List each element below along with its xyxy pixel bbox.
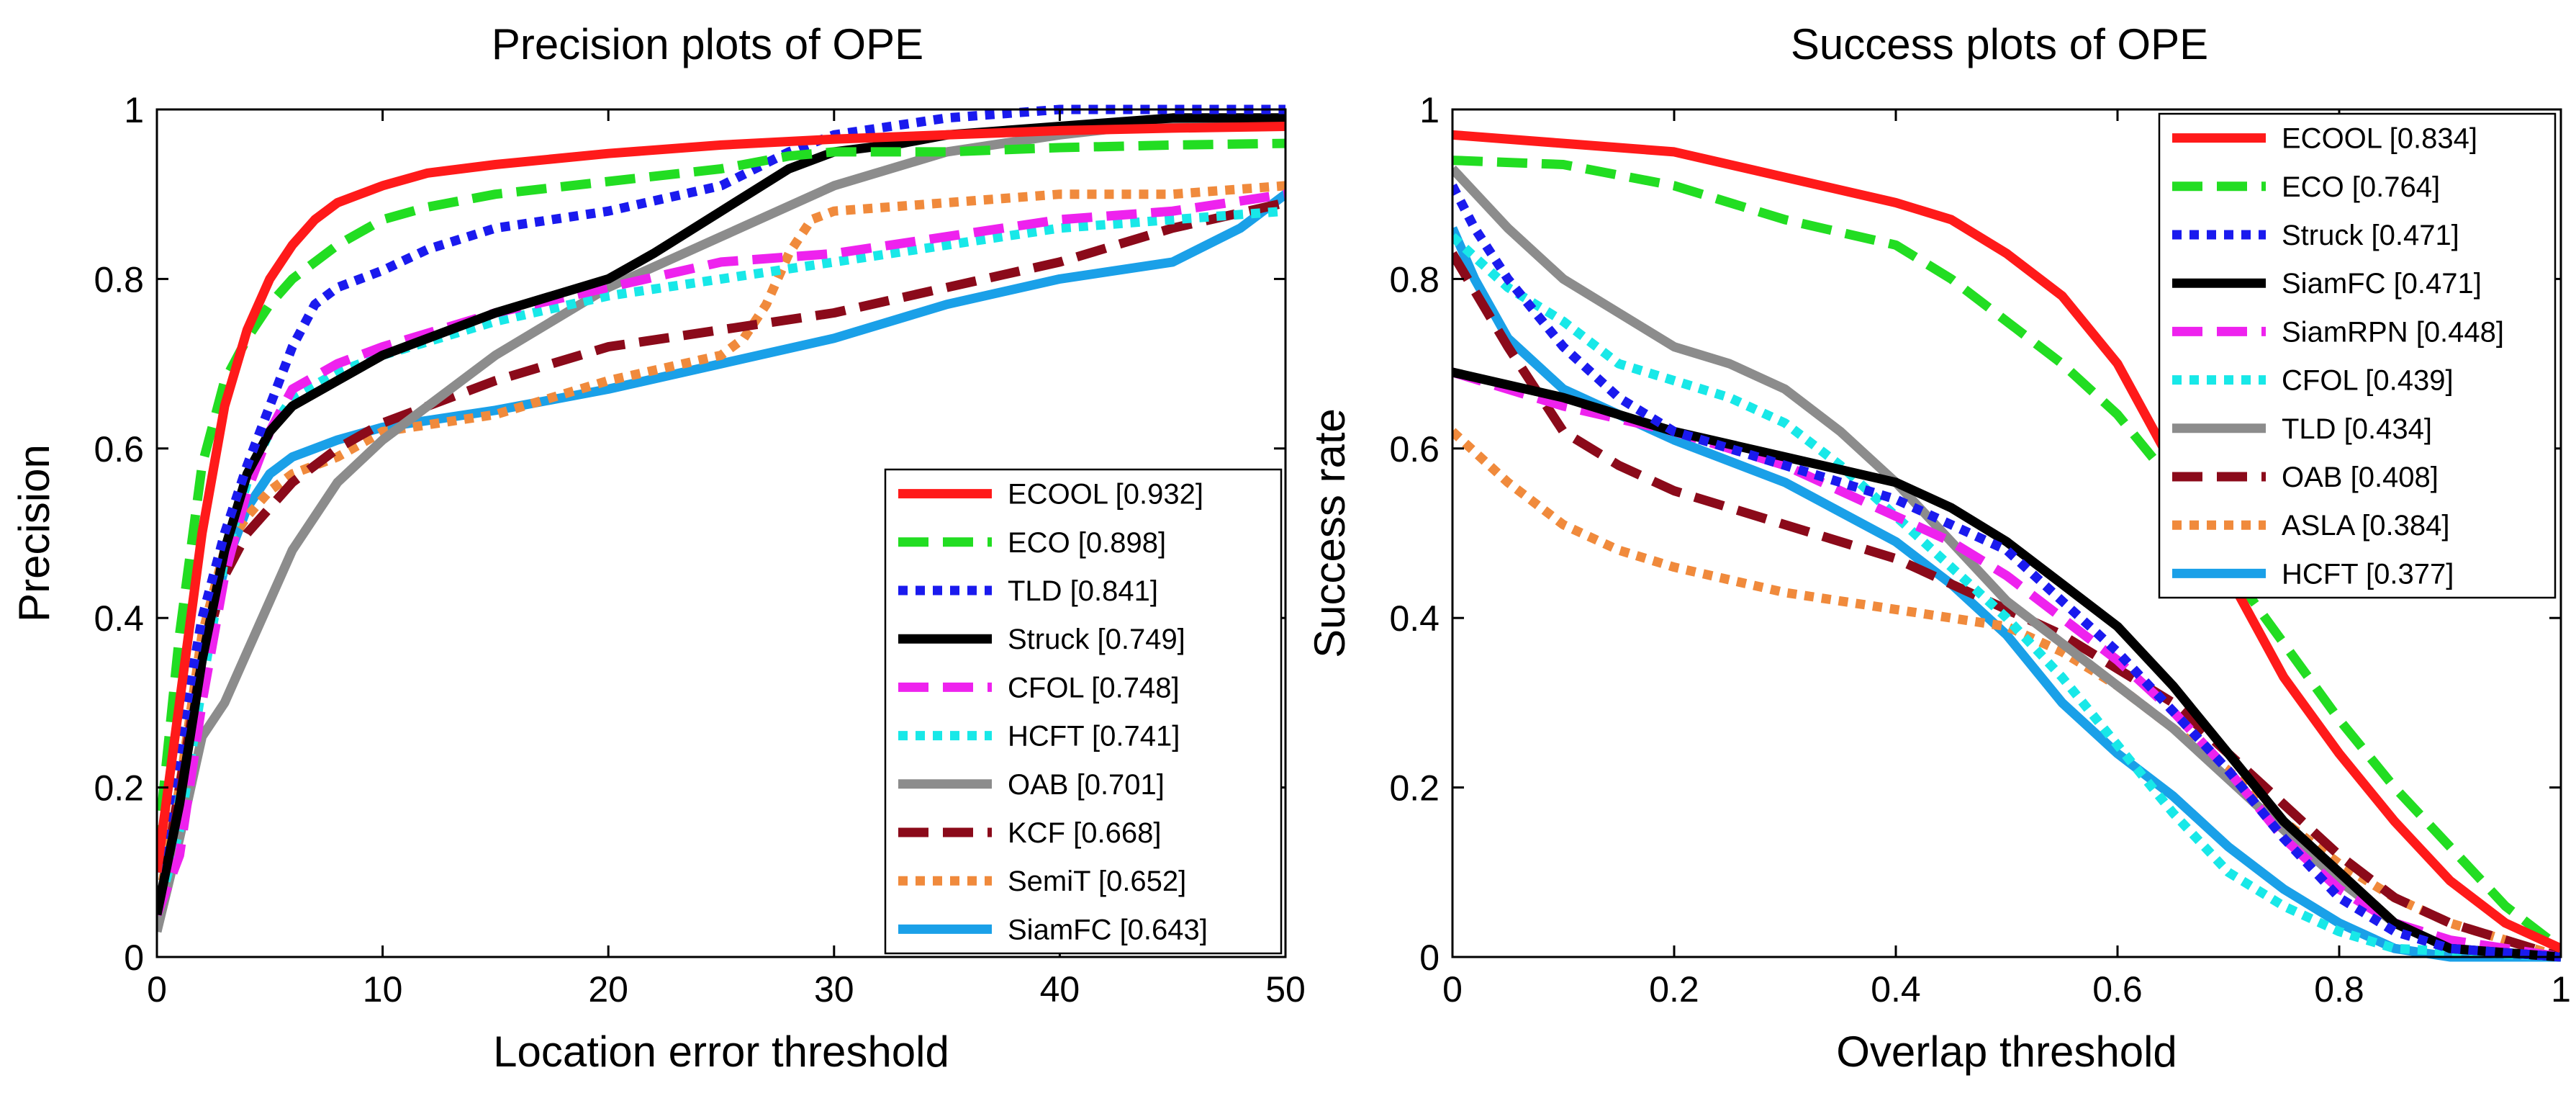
precision-x-tick-label: 0 (147, 969, 167, 1010)
success-series-line-7 (1452, 251, 2561, 962)
precision-x-tick-label: 50 (1265, 969, 1306, 1010)
success-legend-box (2158, 112, 2557, 599)
success-legend-label: ECO [0.764] (2282, 171, 2440, 203)
precision-legend-label: OAB [0.701] (1008, 769, 1165, 801)
success-y-tick-label: 1 (1419, 90, 1440, 130)
success-chart-title: Success plots of OPE (1791, 20, 2208, 68)
precision-series-line-4 (157, 189, 1285, 917)
success-y-tick-label: 0.4 (1389, 598, 1440, 639)
precision-series-line-1 (157, 138, 1285, 856)
precision-chart-title: Precision plots of OPE (492, 20, 923, 68)
precision-x-tick-label: 20 (588, 969, 628, 1010)
precision-axes-frame (155, 108, 1287, 958)
success-legend-label: CFOL [0.439] (2282, 365, 2454, 397)
success-x-axis-label: Overlap threshold (1836, 1028, 2177, 1076)
success-x-tick-label: 0.4 (1871, 969, 1921, 1010)
success-legend-label: ASLA [0.384] (2282, 510, 2450, 541)
success-legend-label: TLD [0.434] (2282, 413, 2432, 445)
success-plot-panel: 0 0.2 0.4 0.6 0.8 1 0 0.2 0.4 0.6 0.8 1 Success plot… (1306, 20, 2571, 1076)
success-x-tick-label: 0.8 (2314, 969, 2364, 1010)
success-series-line-1 (1452, 156, 2561, 953)
precision-x-tick-label: 10 (363, 969, 403, 1010)
success-y-tick-label: 0 (1419, 938, 1440, 978)
precision-legend-label: ECO [0.898] (1008, 527, 1166, 559)
success-series-group (1452, 130, 2561, 962)
success-y-tick-label: 0.6 (1389, 429, 1440, 469)
success-series-line-0 (1452, 130, 2561, 953)
success-y-tick-label: 0.2 (1389, 768, 1440, 809)
precision-legend-label: ECOOL [0.932] (1008, 479, 1203, 511)
success-series-line-2 (1452, 183, 2561, 962)
precision-y-tick-label: 0.2 (94, 768, 144, 809)
precision-y-tick-label: 0.8 (94, 259, 144, 300)
precision-series-line-2 (157, 104, 1285, 873)
precision-y-tick-label: 0.4 (94, 598, 144, 639)
success-series-line-6 (1452, 165, 2561, 962)
precision-y-tick-label: 1 (124, 90, 144, 130)
success-legend-label: Struck [0.471] (2282, 220, 2459, 251)
precision-legend-label: KCF [0.668] (1008, 817, 1161, 849)
success-series-line-5 (1452, 233, 2561, 962)
success-x-tick-label: 0 (1442, 969, 1463, 1010)
precision-legend-label: CFOL [0.748] (1008, 672, 1180, 704)
success-series-line-3 (1452, 367, 2561, 962)
success-x-tick-label: 1 (2551, 969, 2571, 1010)
success-x-tick-label: 0.6 (2092, 969, 2143, 1010)
precision-legend-label: TLD [0.841] (1008, 575, 1158, 607)
success-x-tick-label: 0.2 (1649, 969, 1699, 1010)
success-legend: ECOOL [0.834] ECO [0.764] Struck [0.471] Si… (2158, 112, 2557, 599)
success-legend-label: HCFT [0.377] (2282, 558, 2454, 590)
precision-y-tick-label: 0 (124, 938, 144, 978)
precision-series-line-0 (157, 122, 1285, 873)
success-legend-label: SiamFC [0.471] (2282, 268, 2482, 300)
precision-plot-panel: 0 10 20 30 40 50 0 0.2 0.4 0.6 0.8 1 Precision plots… (10, 20, 1306, 1076)
precision-legend: ECOOL [0.932] ECO [0.898] TLD [0.841] Struc… (884, 468, 1283, 955)
precision-x-tick-label: 40 (1040, 969, 1080, 1010)
precision-legend-label: SiamFC [0.643] (1008, 914, 1208, 945)
precision-series-group (157, 104, 1285, 933)
success-y-tick-label: 0.8 (1389, 259, 1440, 300)
precision-legend-label: Struck [0.749] (1008, 624, 1185, 655)
precision-y-tick-label: 0.6 (94, 429, 144, 469)
precision-x-axis-label: Location error threshold (493, 1028, 949, 1076)
precision-legend-label: SemiT [0.652] (1008, 866, 1186, 897)
success-y-axis-label: Success rate (1306, 408, 1354, 658)
success-legend-label: SiamRPN [0.448] (2282, 316, 2504, 348)
success-legend-label: ECOOL [0.834] (2282, 123, 2477, 155)
success-series-line-9 (1452, 226, 2561, 962)
success-legend-label: OAB [0.408] (2282, 462, 2439, 493)
precision-legend-box (884, 468, 1283, 955)
precision-y-axis-label: Precision (10, 444, 58, 622)
success-axes-frame (1451, 108, 2562, 958)
precision-legend-label: HCFT [0.741] (1008, 721, 1180, 752)
precision-x-tick-label: 30 (814, 969, 854, 1010)
